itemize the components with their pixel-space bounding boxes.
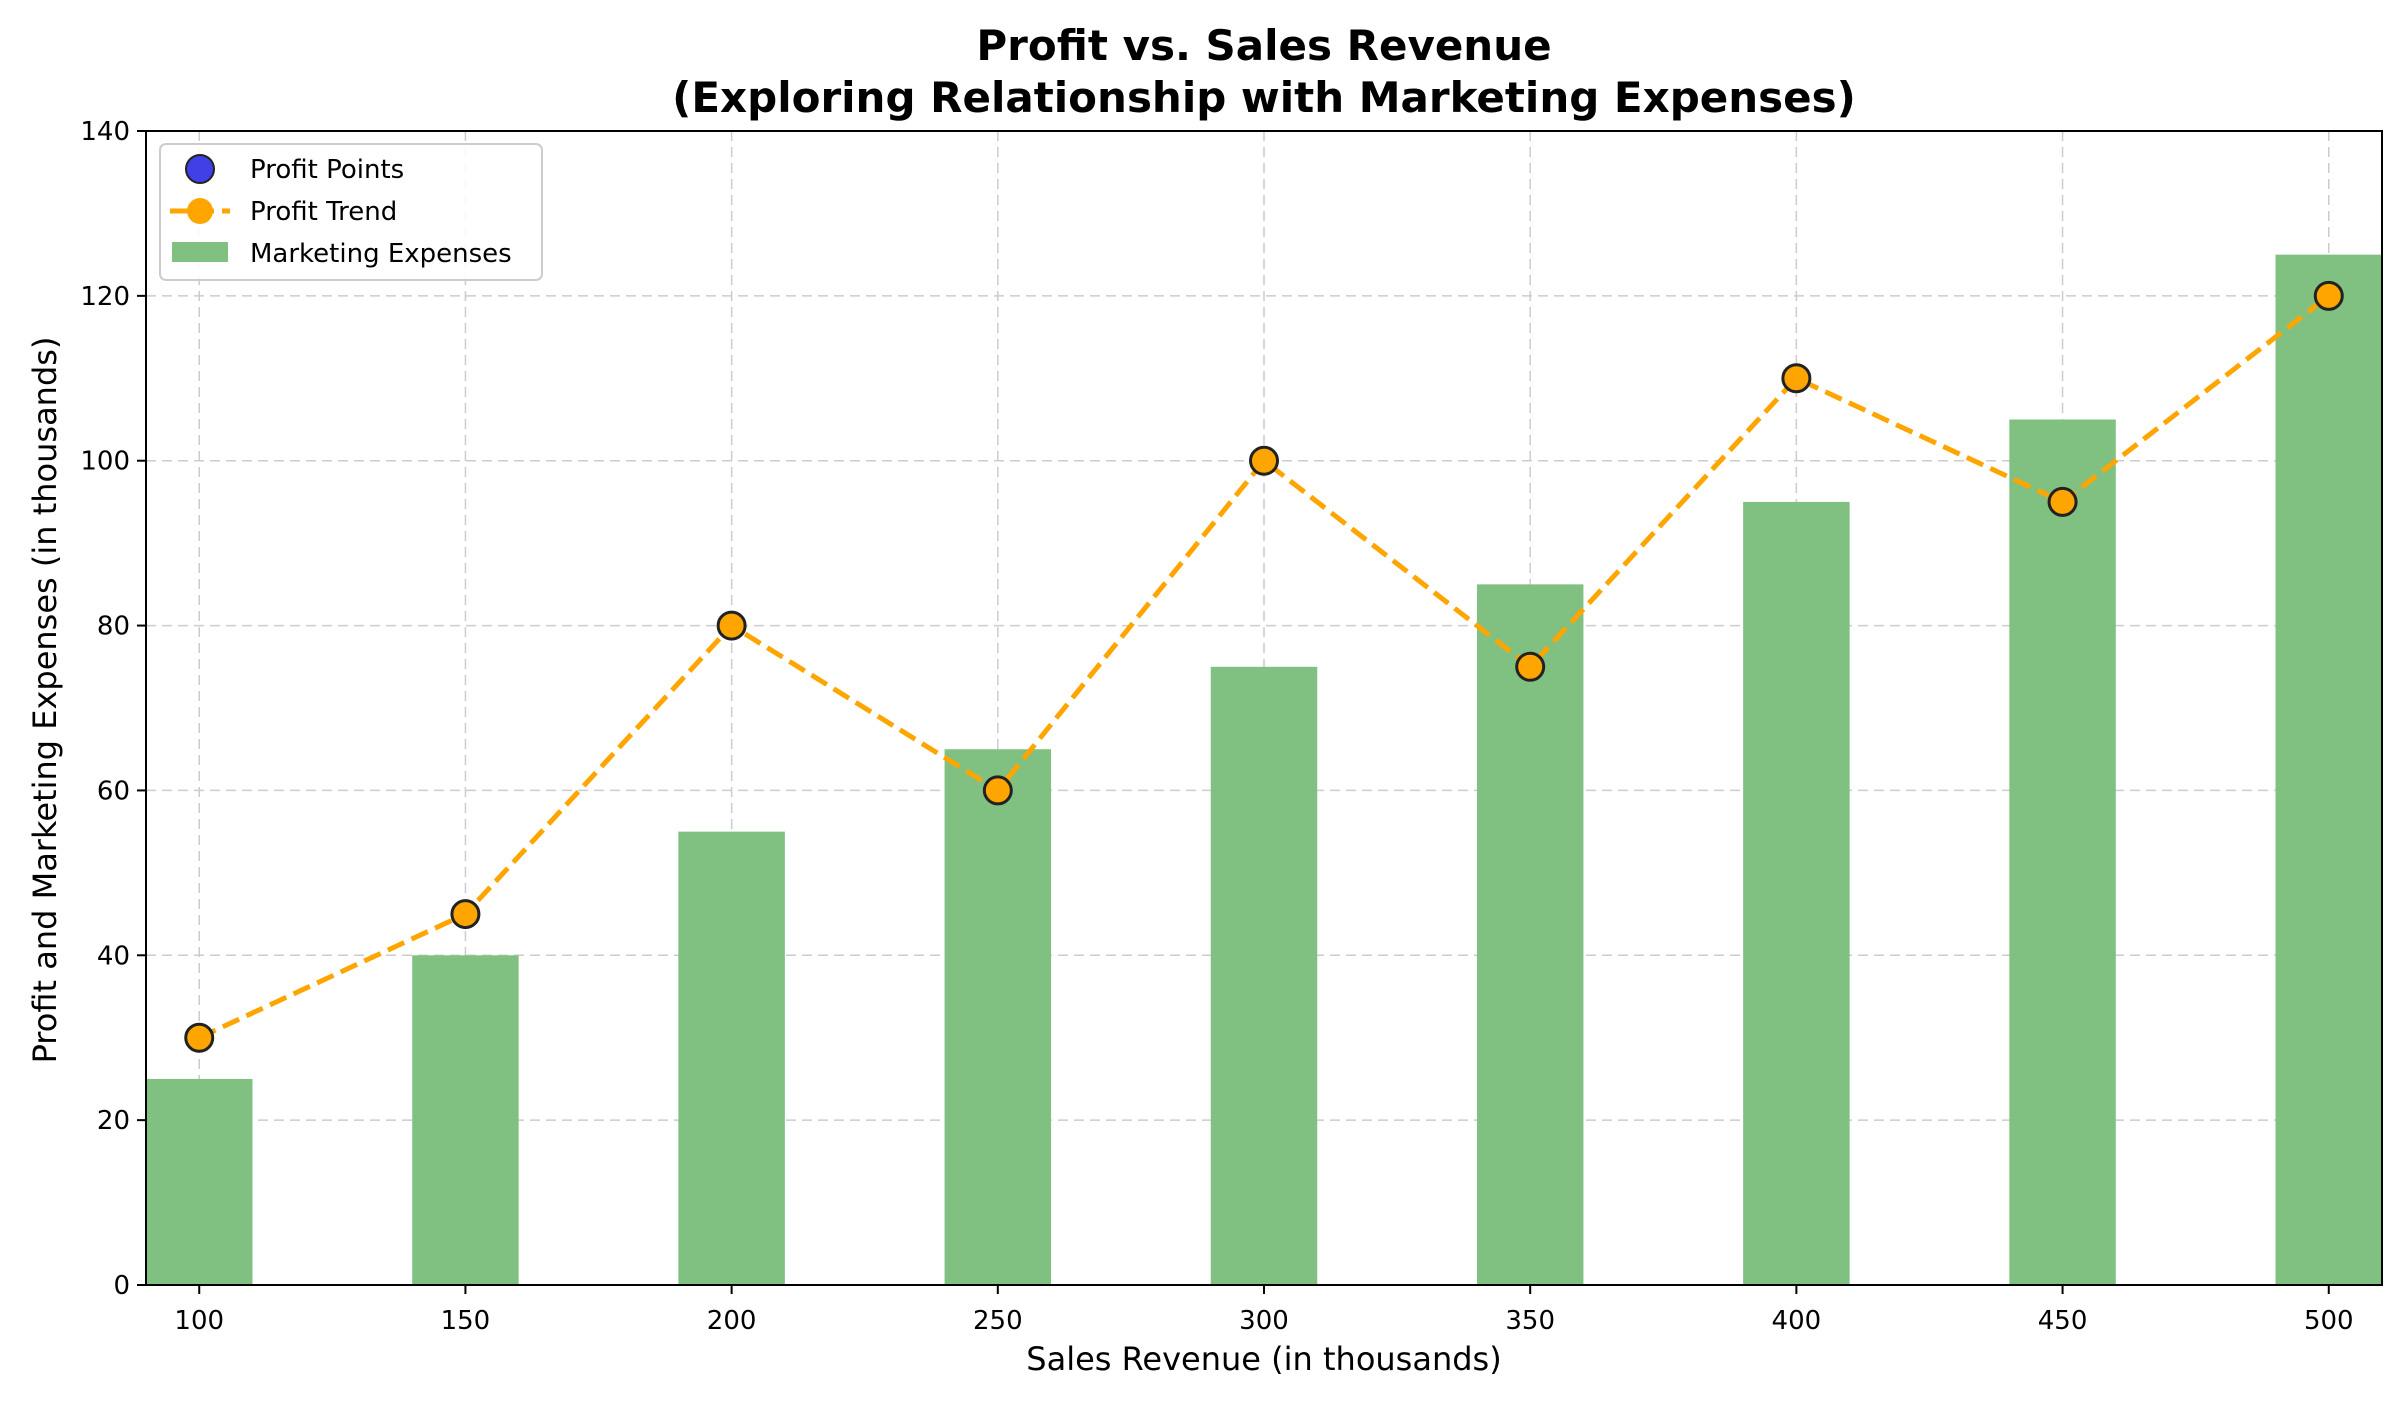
chart-title-line1: Profit vs. Sales Revenue [976, 21, 1551, 70]
profit-trend-marker [1516, 652, 1545, 681]
y-tick-label: 100 [80, 447, 130, 477]
x-tick-label: 350 [1505, 1306, 1555, 1336]
legend-frame [159, 143, 543, 281]
legend-label-profit-points: Profit Points [250, 155, 404, 185]
profit-trend-marker [2314, 281, 2343, 310]
profit-trend-line [198, 293, 2331, 1040]
chart-title-line2: (Exploring Relationship with Marketing E… [672, 73, 1856, 122]
x-tick-label: 500 [2304, 1306, 2354, 1336]
x-tick-label: 250 [973, 1306, 1023, 1336]
x-axis-label: Sales Revenue (in thousands) [1026, 1340, 1501, 1378]
marketing-expense-bar [944, 749, 1052, 1285]
y-axis-ticks: 0 20 40 60 80 100 120 140 [80, 117, 146, 1301]
marketing-expense-bar [2009, 419, 2116, 1285]
marketing-expense-bar [1476, 584, 1584, 1285]
marketing-expense-bar [412, 955, 519, 1285]
profit-trend-marker [1782, 364, 1811, 393]
y-tick-label: 60 [97, 776, 130, 806]
y-tick-label: 40 [97, 941, 130, 971]
legend-marker-profit-points [185, 154, 215, 184]
profit-trend-marker [717, 611, 746, 640]
x-tick-label: 300 [1239, 1306, 1289, 1336]
legend-label-profit-trend: Profit Trend [250, 197, 397, 227]
legend-marker-profit-trend-dot [187, 198, 213, 224]
marketing-expense-bar [146, 1078, 253, 1285]
marketing-expense-bar [2275, 254, 2382, 1286]
x-axis-ticks: 100 150 200 250 300 350 400 450 500 [174, 1285, 2354, 1336]
profit-trend-marker [2048, 487, 2077, 516]
line-series [198, 293, 2331, 1040]
x-tick-label: 450 [2038, 1306, 2088, 1336]
y-tick-label: 120 [80, 282, 130, 312]
legend-label-marketing-expenses: Marketing Expenses [250, 239, 512, 269]
profit-trend-marker [451, 900, 480, 929]
point-series [184, 280, 2344, 1053]
x-tick-label: 200 [707, 1306, 757, 1336]
legend: Profit Points Profit Trend Marketing Exp… [159, 143, 543, 281]
marketing-expense-bar [1743, 501, 1850, 1285]
y-tick-label: 140 [80, 117, 130, 147]
bar-series [146, 254, 2382, 1286]
marketing-expense-bar [1210, 666, 1318, 1285]
x-tick-label: 150 [441, 1306, 491, 1336]
x-tick-label: 100 [174, 1306, 224, 1336]
y-tick-label: 80 [97, 612, 130, 642]
legend-marker-marketing-expenses [172, 242, 228, 262]
y-tick-label: 20 [97, 1106, 130, 1136]
profit-trend-marker [983, 776, 1012, 805]
y-tick-label: 0 [113, 1271, 130, 1301]
profit-trend-marker [1250, 446, 1278, 475]
marketing-expense-bar [678, 831, 785, 1285]
y-axis-label: Profit and Marketing Expenses (in thousa… [26, 337, 64, 1064]
profit-trend-marker [185, 1023, 214, 1052]
x-tick-label: 400 [1772, 1306, 1822, 1336]
